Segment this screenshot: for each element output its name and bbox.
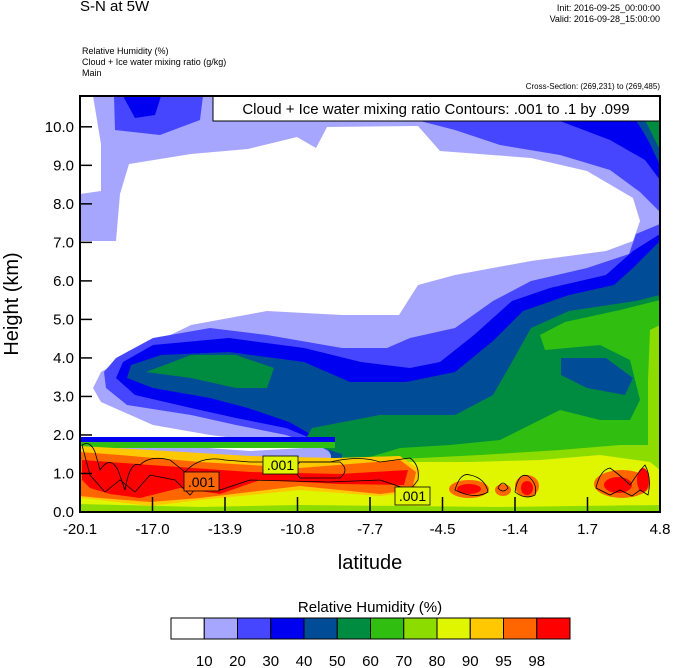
x-axis-label: latitude [338,552,403,574]
rh-white-main [80,126,640,451]
y-tick-label: 10.0 [45,119,74,136]
colorbar-label: 95 [495,653,512,668]
subtitle-rh: Relative Humidity (%) [82,46,169,56]
y-tick-label: 2.0 [53,427,74,444]
contour-legend-text: Cloud + Ice water mixing ratio Contours:… [242,101,629,118]
subtitle-main: Main [82,68,102,78]
contour-label: .001 [188,474,215,490]
contour-line [595,464,650,497]
x-tick-label: -1.4 [502,521,528,538]
subtitle-cloud: Cloud + Ice water mixing ratio (g/kg) [82,57,227,67]
colorbar-swatch [370,617,405,640]
colorbar-label: 80 [429,653,446,668]
x-tick-label: -4.5 [430,521,456,538]
colorbar-swatch [203,617,238,640]
rh-band-60-70 [360,300,660,460]
contour-line [454,474,489,496]
colorbar-label: 98 [528,653,545,668]
rh-band-70-80-right [648,325,660,480]
x-tick-label: 4.8 [650,521,671,538]
rh-white-top-left [80,96,101,194]
contour-line [81,443,419,496]
colorbar-swatch [403,617,438,640]
colorbar-swatch [303,617,338,640]
rh-patch-teal [561,358,633,395]
axes: 0.0 1.0 2.0 3.0 4.0 5.0 6.0 7.0 8.0 9.0 10.0 -20.1 -… [45,119,671,538]
x-tick-label: -13.9 [208,521,242,538]
rh-lowlevel-blue-line [80,437,335,443]
y-tick-label: 8.0 [53,196,74,213]
y-tick-label: 4.0 [53,350,74,367]
y-tick-label: 6.0 [53,273,74,290]
rh-blob-red [457,484,481,494]
colorbar-swatch [270,617,305,640]
colorbar-title: Relative Humidity (%) [298,599,442,616]
colorbar: 10 20 30 40 50 60 70 80 90 95 98 [170,617,571,668]
contour-line [514,474,537,498]
rh-blob-orange [495,484,511,496]
rh-filled-contours: .001 .001 .001 [80,96,660,512]
colorbar-label: 30 [262,653,279,668]
colorbar-swatch [469,617,504,640]
contour-label: .001 [399,488,426,504]
rh-tongue-green [146,355,274,388]
colorbar-swatch [336,617,371,640]
colorbar-swatch [503,617,538,640]
colorbar-label: 50 [329,653,346,668]
contour-label-box [183,471,220,492]
colorbar-label: 70 [395,653,412,668]
contour-label-box [262,455,299,475]
colorbar-label: 60 [362,653,379,668]
colorbar-label: 40 [296,653,313,668]
y-tick-label: 1.0 [53,465,74,482]
colorbar-label: 20 [229,653,246,668]
x-tick-label: -10.8 [280,521,314,538]
colorbar-swatch [170,617,205,640]
y-axis-label: Height (km) [1,252,23,355]
x-tick-label: 1.7 [577,521,598,538]
colorbar-label: 10 [196,653,213,668]
rh-blob-red [521,481,533,495]
colorbar-label: 90 [462,653,479,668]
valid-time: Valid: 2016-09-28_15:00:00 [549,14,660,24]
rh-blob-red [604,477,632,493]
rh-top-left-darkblue [123,96,161,118]
x-tick-label: -7.7 [357,521,383,538]
y-tick-label: 9.0 [53,157,74,174]
contour-labels: .001 .001 .001 [183,455,431,506]
cross-section-label: Cross-Section: (269,231) to (269,485) [525,82,660,91]
rh-blob-red [637,468,649,492]
plot-title: S-N at 5W [80,0,150,15]
x-tick-label: -17.0 [135,521,169,538]
y-tick-label: 0.0 [53,504,74,521]
y-tick-label: 3.0 [53,388,74,405]
contour-line [497,482,509,492]
colorbar-swatch [436,617,471,640]
contour-label: .001 [267,457,294,473]
colorbar-swatch [536,617,571,640]
contour-label-box [394,486,431,506]
y-tick-label: 7.0 [53,234,74,251]
y-tick-label: 5.0 [53,311,74,328]
colorbar-swatch [237,617,272,640]
init-time: Init: 2016-09-25_00:00:00 [556,3,660,13]
rh-band-98-plus [82,460,408,498]
rh-lowlevel-green-line [80,442,335,448]
x-tick-label: -20.1 [63,521,97,538]
